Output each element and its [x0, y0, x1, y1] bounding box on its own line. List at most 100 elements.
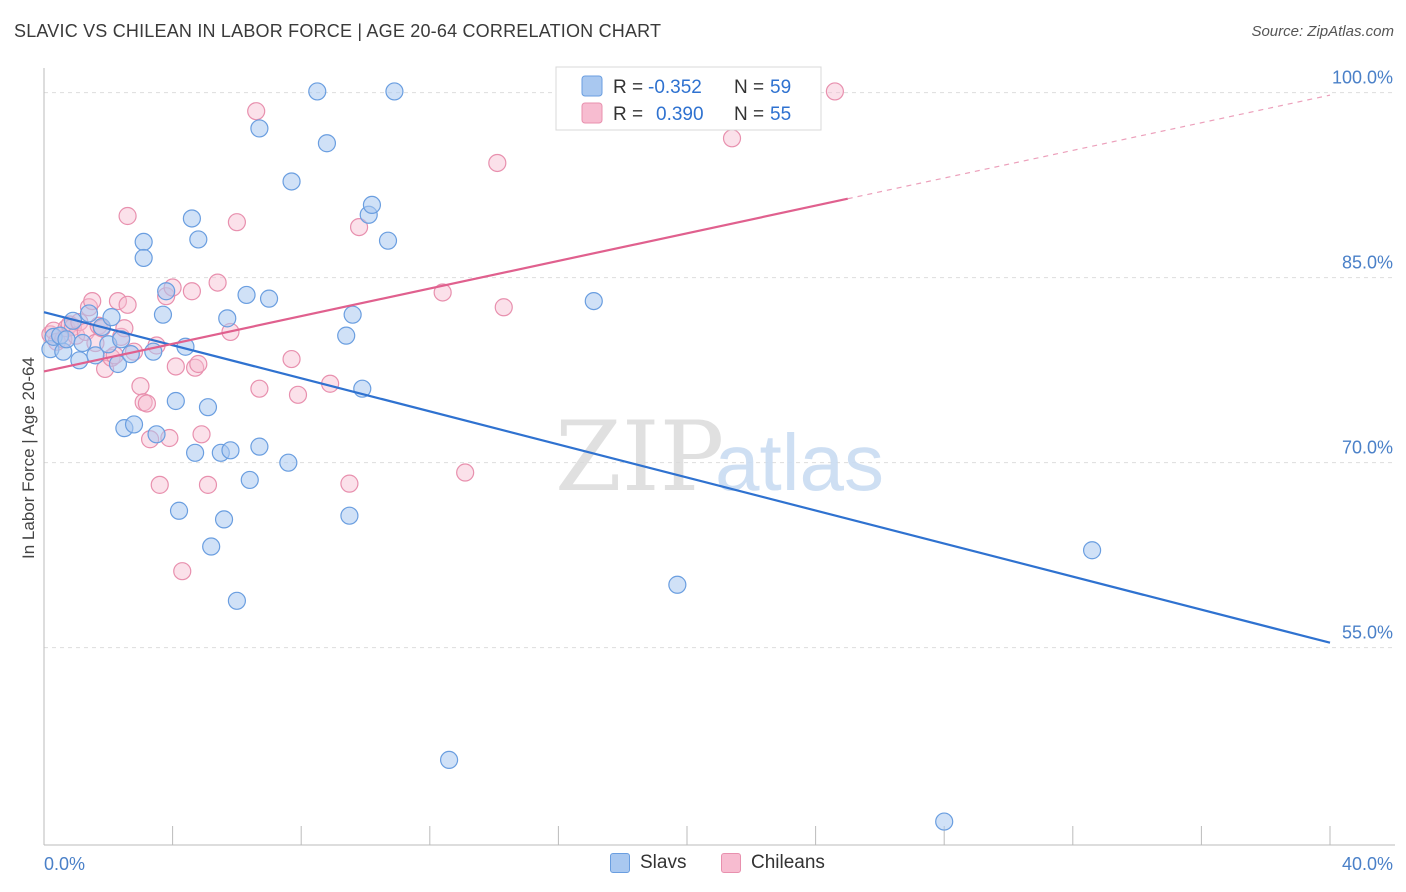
point-chileans	[108, 292, 128, 311]
x-tick-labels: 0.0% 40.0%	[44, 854, 1393, 874]
bottom-legend: Slavs Chileans	[0, 850, 1406, 880]
point-chileans	[150, 475, 169, 494]
bottom-legend-label-slavs: Slavs	[640, 852, 687, 873]
point-chileans	[131, 377, 150, 396]
axes	[43, 68, 1395, 846]
point-slavs	[668, 575, 687, 594]
point-slavs	[169, 501, 189, 520]
point-slavs	[378, 231, 398, 250]
point-chileans	[198, 475, 218, 494]
point-chileans	[825, 82, 844, 101]
point-slavs	[221, 441, 240, 460]
point-slavs	[317, 134, 337, 153]
point-slavs	[157, 282, 176, 301]
legend-swatch-chileans	[581, 102, 603, 124]
point-slavs	[237, 285, 256, 305]
gridlines	[44, 92, 1395, 649]
chart-title: SLAVIC VS CHILEAN IN LABOR FORCE | AGE 2…	[14, 21, 662, 41]
point-slavs	[198, 398, 218, 417]
point-chileans	[208, 273, 227, 292]
point-chileans	[189, 354, 208, 374]
point-slavs	[340, 506, 359, 525]
point-chileans	[166, 357, 185, 376]
point-slavs	[259, 289, 279, 308]
point-slavs	[1082, 541, 1102, 560]
point-slavs	[153, 305, 173, 324]
trend-line-chileans-extension	[847, 94, 1331, 200]
point-slavs	[240, 470, 259, 490]
point-slavs	[935, 812, 954, 831]
point-chileans	[118, 295, 137, 314]
legend-r-label-chileans: R =	[613, 104, 643, 125]
point-slavs	[147, 425, 166, 444]
point-slavs	[182, 209, 201, 228]
legend-n-value-chileans: 55	[770, 104, 791, 125]
x-tick-label: 40.0%	[1342, 854, 1393, 874]
point-slavs	[186, 443, 205, 462]
legend-n-label-slavs: N =	[734, 77, 764, 98]
point-chileans	[173, 562, 192, 581]
point-slavs	[385, 82, 404, 101]
point-chileans	[340, 474, 359, 493]
legend-swatch-slavs	[581, 75, 603, 97]
point-slavs	[73, 333, 92, 353]
point-slavs	[308, 82, 327, 101]
point-slavs	[134, 232, 153, 251]
watermark-zip: ZIP	[555, 401, 724, 513]
y-tick-labels: 55.0% 70.0% 85.0% 100.0%	[1332, 68, 1393, 643]
point-chileans	[488, 153, 507, 173]
legend-r-value-slavs: -0.352	[648, 77, 702, 98]
point-chileans	[192, 425, 211, 444]
point-chileans	[433, 283, 452, 302]
point-slavs	[584, 292, 603, 311]
point-chileans	[722, 129, 742, 148]
point-chileans	[349, 218, 369, 237]
y-axis-label: In Labor Force | Age 20-64	[19, 357, 38, 559]
point-slavs	[343, 305, 362, 324]
point-slavs	[202, 537, 221, 556]
point-slavs	[214, 510, 234, 529]
point-slavs	[166, 391, 185, 411]
source-label: Source: ZipAtlas.com	[1251, 23, 1394, 40]
point-slavs	[102, 308, 121, 327]
bottom-legend-slavs: Slavs	[610, 852, 686, 874]
point-slavs	[282, 172, 301, 191]
watermark-atlas: atlas	[715, 418, 884, 507]
bottom-legend-swatch-chileans	[721, 853, 741, 873]
point-chileans	[227, 213, 246, 232]
point-chileans	[282, 349, 301, 369]
legend-n-label-chileans: N =	[734, 104, 764, 125]
legend-n-value-slavs: 59	[770, 77, 791, 98]
point-slavs	[124, 415, 144, 434]
bottom-legend-label-chileans: Chileans	[751, 852, 825, 873]
point-chileans	[456, 463, 475, 482]
bottom-legend-chileans: Chileans	[721, 852, 825, 874]
point-slavs	[70, 351, 89, 370]
series-slavs	[41, 82, 1102, 831]
point-chileans	[182, 282, 201, 301]
legend: R = -0.352 N = 59 R = 0.390 N = 55	[555, 66, 822, 131]
point-slavs	[57, 330, 76, 349]
x-tick-label: 0.0%	[44, 854, 85, 874]
point-slavs	[337, 326, 356, 345]
point-slavs	[134, 248, 153, 268]
point-slavs	[112, 330, 131, 349]
point-slavs	[279, 453, 298, 472]
y-tick-label: 70.0%	[1342, 438, 1393, 458]
point-chileans	[137, 394, 156, 413]
trend-line-chileans	[43, 197, 848, 373]
point-slavs	[250, 437, 269, 456]
point-chileans	[288, 385, 308, 404]
point-slavs	[362, 195, 382, 214]
point-slavs	[439, 750, 459, 770]
point-slavs	[189, 230, 208, 249]
point-chileans	[247, 102, 266, 121]
y-tick-label: 55.0%	[1342, 623, 1393, 643]
point-slavs	[79, 304, 99, 323]
point-slavs	[250, 119, 269, 138]
y-tick-label: 100.0%	[1332, 68, 1393, 88]
trend-line-slavs	[43, 311, 1331, 644]
point-slavs	[218, 309, 237, 328]
point-slavs	[227, 591, 246, 610]
